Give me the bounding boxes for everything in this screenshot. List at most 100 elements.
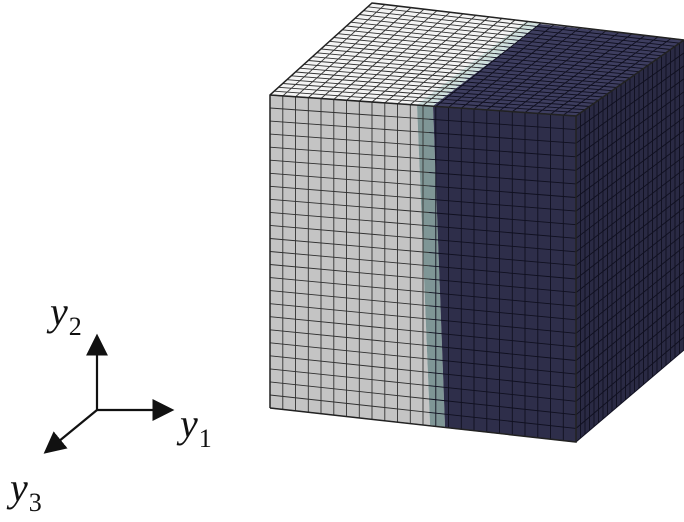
- mesh-line: [575, 297, 684, 389]
- mesh-line: [429, 118, 577, 131]
- mesh-line: [575, 168, 684, 253]
- mesh-line: [429, 318, 577, 334]
- mesh-line: [575, 91, 684, 171]
- mesh-line: [429, 212, 577, 226]
- y3-axis-label: y3: [10, 465, 42, 516]
- mesh-line: [429, 158, 577, 171]
- mesh-line: [575, 104, 684, 185]
- mesh-line: [429, 225, 577, 239]
- mesh-line: [575, 78, 684, 158]
- mesh-line: [433, 101, 581, 114]
- mesh-line: [429, 132, 577, 144]
- y1-axis-label: y1: [180, 404, 212, 452]
- mesh-line: [472, 70, 622, 85]
- mesh-line: [486, 60, 635, 76]
- mesh-line: [499, 49, 649, 66]
- y2-axis-label: y2: [50, 289, 82, 340]
- cube-outline: [269, 2, 684, 408]
- cube-outline-front: [269, 94, 577, 443]
- mesh-line: [269, 329, 430, 347]
- mesh-line: [429, 252, 577, 266]
- mesh-line: [575, 181, 684, 266]
- mesh-line: [363, 10, 526, 30]
- mesh-line: [429, 185, 577, 198]
- mesh-line: [429, 358, 577, 375]
- mesh-line: [521, 32, 671, 50]
- mesh-line: [575, 117, 684, 198]
- mesh-line: [503, 46, 653, 63]
- mesh-line: [529, 25, 680, 44]
- mesh-line: [269, 381, 430, 400]
- mesh-line: [367, 6, 530, 27]
- y2-symbol: y: [50, 289, 68, 334]
- y1-index: 1: [198, 424, 212, 453]
- top-face-mesh: [269, 2, 684, 117]
- mesh-line: [354, 17, 517, 37]
- mesh-line: [481, 63, 631, 79]
- mesh-line: [346, 25, 509, 44]
- coordinate-axes: [43, 333, 175, 454]
- top-face-dark-phase: [433, 24, 684, 116]
- mesh-line: [455, 84, 604, 98]
- cube: [269, 2, 684, 443]
- mesh-line: [468, 74, 617, 88]
- mesh-line: [269, 172, 430, 187]
- mesh-line: [274, 90, 434, 103]
- y3-index: 3: [28, 488, 42, 517]
- mesh-line: [575, 349, 684, 443]
- mesh-line: [429, 398, 577, 416]
- mesh-line: [359, 14, 522, 34]
- mesh-line: [429, 331, 577, 348]
- mesh-line: [291, 75, 452, 89]
- mesh-line: [575, 323, 684, 416]
- mesh-line: [575, 155, 684, 239]
- mesh-line: [269, 251, 430, 267]
- mesh-line: [459, 81, 608, 95]
- mesh-line: [269, 316, 430, 333]
- mesh-line: [333, 37, 495, 55]
- mesh-line: [269, 107, 430, 120]
- mesh-line: [350, 21, 513, 41]
- side-face-mesh: [575, 39, 684, 443]
- mesh-line: [575, 220, 684, 307]
- front-face-light-phase: [270, 95, 430, 425]
- front-face-dark-phase: [433, 106, 576, 442]
- mesh-line: [269, 264, 430, 280]
- mesh-line: [320, 48, 482, 65]
- mesh-line: [269, 120, 430, 134]
- y3-axis-arrow: [43, 409, 98, 454]
- mesh-line: [575, 194, 684, 280]
- mesh-line: [429, 305, 577, 321]
- mesh-line: [269, 290, 430, 307]
- mesh-line: [477, 67, 626, 82]
- mesh-line: [269, 224, 430, 240]
- mesh-line: [286, 79, 447, 93]
- mesh-line: [575, 259, 684, 348]
- y2-index: 2: [68, 312, 82, 341]
- mesh-line: [575, 246, 684, 334]
- mesh-line: [278, 86, 438, 100]
- mesh-line: [575, 142, 684, 226]
- mesh-line: [437, 98, 586, 111]
- mesh-line: [490, 56, 640, 73]
- mesh-line: [429, 265, 577, 280]
- mesh-line: [269, 355, 430, 373]
- mesh-line: [269, 198, 430, 213]
- mesh-line: [507, 42, 658, 60]
- mesh-line: [525, 28, 676, 47]
- mesh-line: [575, 285, 684, 375]
- mesh-line: [269, 238, 430, 253]
- mesh-line: [342, 29, 504, 48]
- mesh-line: [312, 56, 473, 72]
- mesh-line: [429, 371, 577, 389]
- mesh-line: [512, 39, 662, 57]
- mesh-line: [269, 211, 430, 227]
- mesh-line: [575, 233, 684, 321]
- y3-symbol: y: [10, 465, 28, 510]
- mesh-line: [516, 35, 667, 54]
- mesh-line: [464, 77, 613, 92]
- mesh-line: [269, 394, 430, 413]
- mesh-line: [269, 342, 430, 360]
- mesh-line: [269, 133, 430, 147]
